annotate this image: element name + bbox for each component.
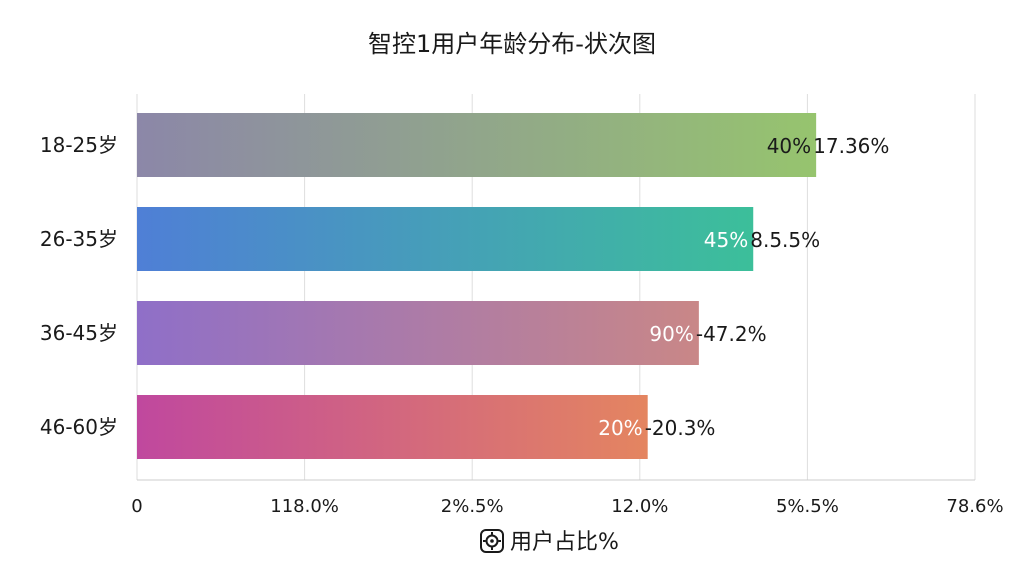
- category-label: 36-45岁: [40, 321, 118, 345]
- x-tick-labels: 0 118.0% 2%.5% 12.0% 5%.5% 78.6%: [131, 496, 1003, 517]
- x-tick-label: 12.0%: [611, 496, 668, 517]
- bar-label-outside: 17.36%: [813, 134, 889, 158]
- bar-label-outside: 8.5.5%: [750, 228, 820, 252]
- bar: [137, 301, 699, 365]
- bar-label-inside: 90%: [649, 322, 693, 346]
- x-tick-label: 118.0%: [270, 496, 339, 517]
- chart-title: 智控1用户年龄分布-状次图: [368, 30, 656, 58]
- gear-badge-icon: [480, 529, 504, 553]
- category-labels: 18-25岁 26-35岁 36-45岁 46-60岁: [40, 133, 118, 439]
- bar: [137, 395, 648, 459]
- bars: 40% 17.36% 45% 8.5.5% 90% -47.2% 20% -20.3%: [137, 113, 889, 459]
- x-tick-label: 0: [131, 496, 142, 517]
- category-label: 46-60岁: [40, 415, 118, 439]
- x-axis-title-group: 用户占比%: [480, 529, 619, 555]
- category-label: 18-25岁: [40, 133, 118, 157]
- x-axis-title: 用户占比%: [510, 530, 619, 555]
- bar-label-outside: -47.2%: [696, 322, 767, 346]
- category-label: 26-35岁: [40, 227, 118, 251]
- x-tick-label: 5%.5%: [776, 496, 839, 517]
- bar-label-outside: -20.3%: [645, 416, 716, 440]
- x-tick-label: 2%.5%: [441, 496, 504, 517]
- bar-label-inside: 40%: [767, 134, 811, 158]
- x-tick-label: 78.6%: [946, 496, 1003, 517]
- bar: [137, 207, 754, 271]
- bar: [137, 113, 817, 177]
- bar-label-inside: 20%: [598, 416, 642, 440]
- bar-label-inside: 45%: [704, 228, 748, 252]
